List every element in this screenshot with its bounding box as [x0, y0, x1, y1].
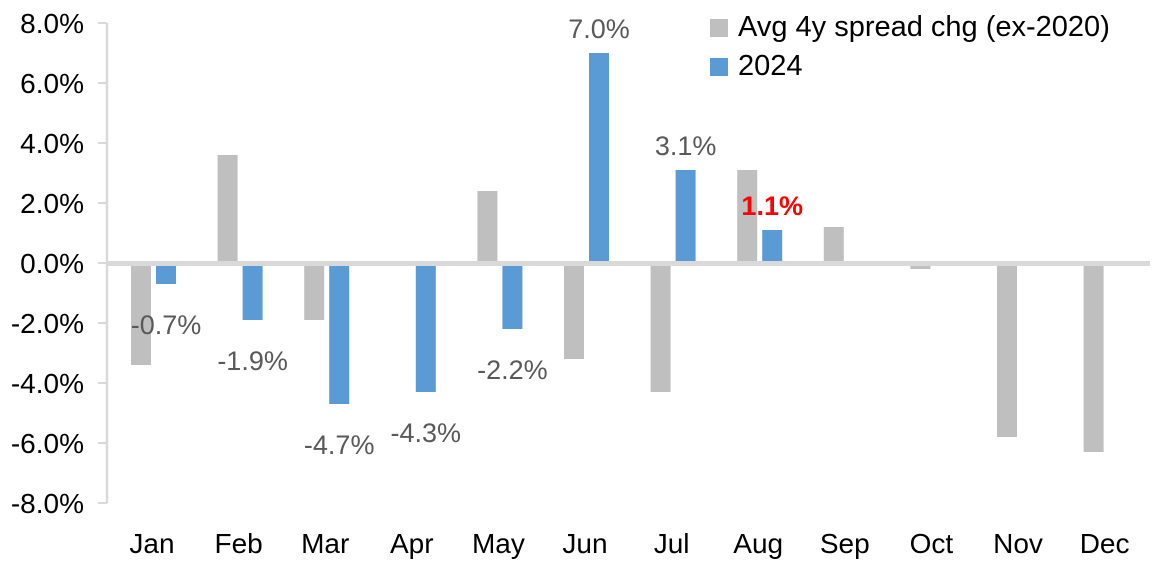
data-label-feb: -1.9%: [217, 346, 288, 376]
bar-avg-jan: [131, 263, 151, 365]
bar-2024-jul: [675, 170, 696, 263]
y-axis-label: -4.0%: [11, 368, 84, 399]
data-label-mar: -4.7%: [304, 430, 375, 460]
x-axis-label-oct: Oct: [910, 528, 954, 559]
bar-avg-may: [477, 191, 498, 263]
bar-2024-may: [502, 263, 523, 329]
data-label-jul: 3.1%: [655, 131, 717, 161]
data-label-jun: 7.0%: [568, 14, 630, 44]
bar-2024-feb: [242, 263, 263, 320]
bar-2024-apr: [415, 263, 436, 392]
x-axis-label-nov: Nov: [993, 528, 1043, 559]
x-axis-label-aug: Aug: [733, 528, 783, 559]
y-axis-label: 6.0%: [20, 68, 84, 99]
y-axis-label: 8.0%: [20, 8, 84, 39]
bar-avg-sep: [823, 227, 844, 263]
y-axis-label: -8.0%: [11, 488, 84, 519]
bar-avg-mar: [304, 263, 325, 320]
bar-2024-jan: [156, 263, 176, 284]
data-label-aug: 1.1%: [741, 191, 803, 221]
x-axis-label-jun: Jun: [562, 528, 607, 559]
bar-avg-nov: [997, 263, 1017, 437]
bar-avg-feb: [217, 155, 238, 263]
bar-avg-jul: [650, 263, 671, 392]
legend-label-2024: 2024: [738, 50, 803, 82]
data-label-may: -2.2%: [477, 355, 548, 385]
y-axis-label: -6.0%: [11, 428, 84, 459]
legend-label-avg-spread: Avg 4y spread chg (ex-2020): [738, 11, 1110, 43]
x-axis-label-may: May: [472, 528, 525, 559]
y-axis-label: 2.0%: [20, 188, 84, 219]
legend: Avg 4y spread chg (ex-2020) 2024: [710, 8, 1110, 86]
bar-2024-mar: [329, 263, 350, 404]
x-axis-label-jul: Jul: [654, 528, 690, 559]
legend-item-2024: 2024: [710, 47, 1110, 86]
y-axis-label: 4.0%: [20, 128, 84, 159]
bar-2024-jun: [589, 53, 609, 263]
x-axis-label-mar: Mar: [301, 528, 349, 559]
legend-swatch-2024: [710, 57, 728, 76]
x-axis-label-sep: Sep: [820, 528, 870, 559]
y-axis-label: -2.0%: [11, 308, 84, 339]
x-axis-label-jan: Jan: [129, 528, 174, 559]
x-axis-label-feb: Feb: [214, 528, 262, 559]
bar-2024-aug: [762, 230, 783, 263]
y-axis-label: 0.0%: [20, 248, 84, 279]
legend-swatch-avg-spread: [710, 18, 728, 37]
data-label-jan: -0.7%: [131, 310, 202, 340]
legend-item-avg-spread: Avg 4y spread chg (ex-2020): [710, 8, 1110, 47]
bar-avg-aug: [737, 170, 758, 263]
x-axis-label-dec: Dec: [1080, 528, 1130, 559]
bar-avg-jun: [564, 263, 584, 359]
data-label-apr: -4.3%: [391, 418, 462, 448]
bar-avg-dec: [1083, 263, 1104, 452]
x-axis-label-apr: Apr: [390, 528, 434, 559]
